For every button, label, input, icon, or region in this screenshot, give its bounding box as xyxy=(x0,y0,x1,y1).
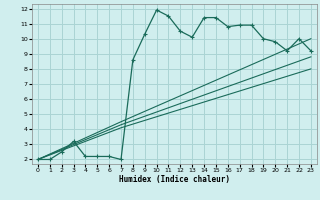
X-axis label: Humidex (Indice chaleur): Humidex (Indice chaleur) xyxy=(119,175,230,184)
